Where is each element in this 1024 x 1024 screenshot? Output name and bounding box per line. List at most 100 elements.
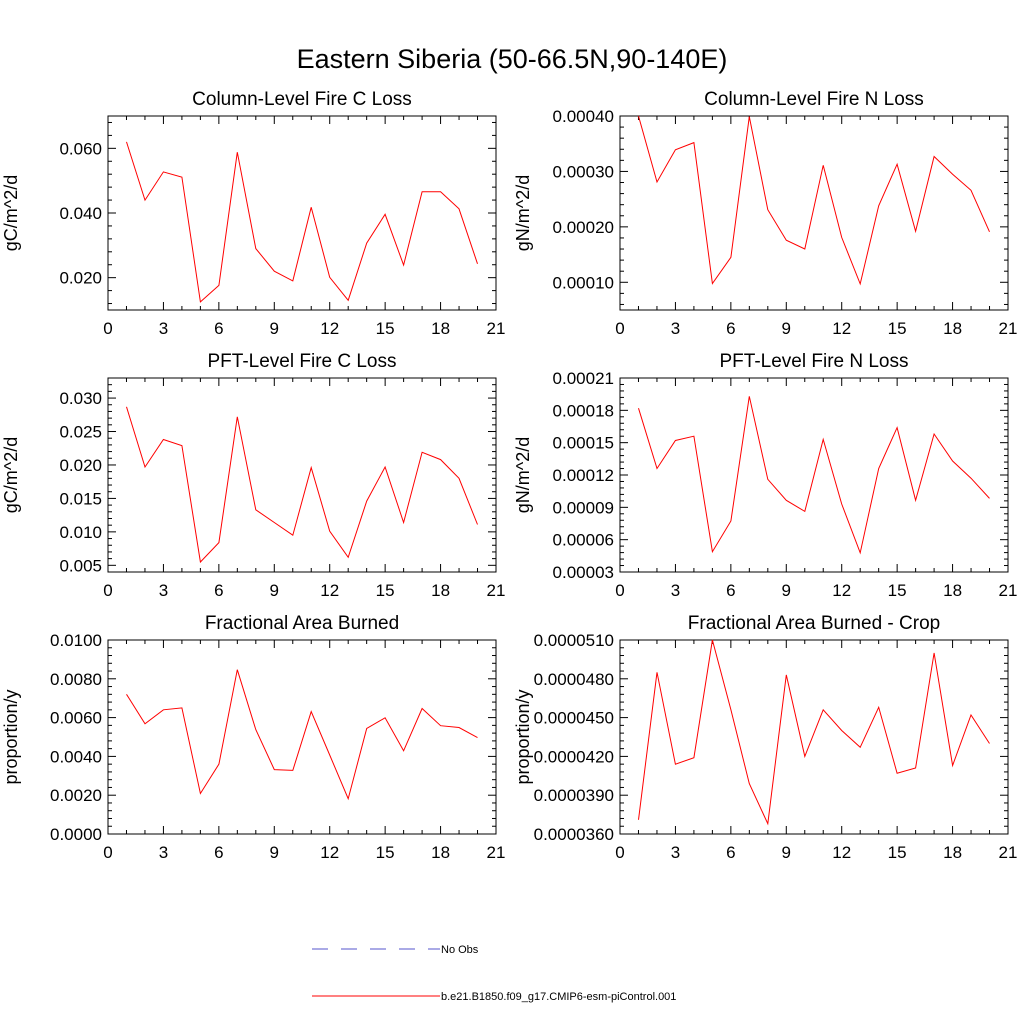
series-line — [126, 406, 478, 564]
x-tick-label: 6 — [726, 319, 735, 338]
x-tick-label: 9 — [782, 581, 791, 600]
x-tick-label: 6 — [726, 581, 735, 600]
y-tick-label: 0.00021 — [553, 369, 614, 388]
x-tick-label: 0 — [615, 319, 624, 338]
panel-title: Fractional Area Burned - Crop — [688, 613, 940, 634]
y-tick-label: 0.010 — [59, 523, 102, 542]
x-tick-label: 6 — [214, 581, 223, 600]
y-tick-label: 0.0020 — [50, 786, 102, 805]
y-tick-label: 0.060 — [59, 139, 102, 158]
x-tick-label: 6 — [726, 843, 735, 862]
panel-4: PFT-Level Fire N Loss gN/m^2/d 0 3 6 9 12 15 18 2… — [513, 351, 1017, 600]
y-tick-label: 0.005 — [59, 556, 102, 575]
x-tick-label: 18 — [431, 581, 450, 600]
y-tick-label: 0.0000360 — [534, 825, 614, 844]
y-tick-label: 0.0000480 — [534, 670, 614, 689]
x-tick-label: 18 — [943, 581, 962, 600]
x-tick-label: 0 — [103, 843, 112, 862]
series-line — [638, 396, 990, 555]
panel-3: PFT-Level Fire C Loss gC/m^2/d 0 3 6 9 12 15 18 2… — [1, 351, 505, 600]
x-tick-label: 21 — [999, 581, 1018, 600]
x-tick-label: 3 — [159, 581, 168, 600]
x-tick-label: 15 — [376, 319, 395, 338]
x-tick-label: 15 — [888, 581, 907, 600]
x-tick-label: 12 — [832, 843, 851, 862]
x-tick-label: 12 — [320, 319, 339, 338]
x-tick-label: 9 — [270, 319, 279, 338]
x-tick-label: 9 — [270, 581, 279, 600]
x-tick-label: 12 — [832, 319, 851, 338]
x-tick-label: 15 — [376, 843, 395, 862]
panel-1: Column-Level Fire C Loss gC/m^2/d 0 3 6 9 12 15… — [1, 89, 505, 338]
x-tick-label: 12 — [832, 581, 851, 600]
y-axis-label: gC/m^2/d — [1, 175, 21, 251]
y-tick-label: 0.0000390 — [534, 786, 614, 805]
y-tick-label: 0.0000420 — [534, 747, 614, 766]
panel-title: Column-Level Fire N Loss — [704, 89, 924, 110]
panels: Column-Level Fire C Loss gC/m^2/d 0 3 6 9 12 15… — [1, 89, 1017, 862]
x-tick-label: 12 — [320, 581, 339, 600]
x-tick-label: 21 — [487, 319, 506, 338]
x-tick-label: 18 — [431, 319, 450, 338]
y-tick-label: 0.0100 — [50, 631, 102, 650]
x-tick-label: 21 — [487, 843, 506, 862]
panel-2: Column-Level Fire N Loss gN/m^2/d 0 3 6 9 12 15… — [513, 89, 1017, 338]
y-axis-label: gN/m^2/d — [513, 437, 533, 513]
x-tick-label: 21 — [999, 843, 1018, 862]
panel-title: Column-Level Fire C Loss — [192, 89, 412, 110]
plot-frame — [107, 639, 497, 835]
x-tick-label: 6 — [214, 843, 223, 862]
legend-obs-label: No Obs — [441, 944, 479, 956]
y-tick-label: 0.0060 — [50, 709, 102, 728]
y-tick-label: 0.00009 — [553, 498, 614, 517]
y-tick-label: 0.0000 — [50, 825, 102, 844]
y-tick-label: 0.00018 — [553, 401, 614, 420]
y-axis-label: gN/m^2/d — [513, 175, 533, 251]
y-tick-label: 0.0040 — [50, 747, 102, 766]
series-line — [126, 141, 478, 303]
y-tick-label: 0.025 — [59, 423, 102, 442]
plot-frame — [107, 377, 497, 573]
panel-title: PFT-Level Fire C Loss — [208, 351, 397, 372]
y-tick-label: 0.040 — [59, 204, 102, 223]
x-tick-label: 0 — [615, 581, 624, 600]
x-tick-label: 12 — [320, 843, 339, 862]
y-tick-label: 0.00006 — [553, 531, 614, 550]
plot-frame — [107, 115, 497, 311]
series-line — [126, 669, 478, 801]
x-tick-label: 3 — [159, 843, 168, 862]
x-tick-label: 9 — [782, 843, 791, 862]
x-tick-label: 3 — [671, 581, 680, 600]
x-tick-label: 21 — [999, 319, 1018, 338]
y-tick-label: 0.00015 — [553, 434, 614, 453]
x-tick-label: 9 — [270, 843, 279, 862]
y-tick-label: 0.0000450 — [534, 709, 614, 728]
y-tick-label: 0.0000510 — [534, 631, 614, 650]
y-tick-label: 0.00030 — [553, 162, 614, 181]
x-tick-label: 0 — [103, 319, 112, 338]
legend: No Obs b.e21.B1850.f09_g17.CMIP6-esm-piC… — [312, 944, 676, 1003]
y-tick-label: 0.020 — [59, 456, 102, 475]
plot-frame — [619, 639, 1009, 835]
y-tick-label: 0.00003 — [553, 563, 614, 582]
y-axis-label: proportion/y — [1, 689, 21, 784]
main-title: Eastern Siberia (50-66.5N,90-140E) — [297, 44, 728, 74]
y-tick-label: 0.00020 — [553, 218, 614, 237]
y-tick-label: 0.00012 — [553, 466, 614, 485]
x-tick-label: 15 — [888, 843, 907, 862]
x-tick-label: 18 — [943, 319, 962, 338]
y-tick-label: 0.00010 — [553, 273, 614, 292]
x-tick-label: 0 — [615, 843, 624, 862]
x-tick-label: 15 — [376, 581, 395, 600]
plot-frame — [619, 115, 1009, 311]
panel-title: PFT-Level Fire N Loss — [720, 351, 909, 372]
y-tick-label: 0.030 — [59, 389, 102, 408]
x-tick-label: 3 — [671, 843, 680, 862]
x-tick-label: 9 — [782, 319, 791, 338]
x-tick-label: 21 — [487, 581, 506, 600]
x-tick-label: 3 — [159, 319, 168, 338]
x-tick-label: 6 — [214, 319, 223, 338]
panel-5: Fractional Area Burned proportion/y 0 3 6 9 12… — [1, 613, 505, 862]
legend-case-label: b.e21.B1850.f09_g17.CMIP6-esm-piControl.… — [441, 991, 676, 1003]
